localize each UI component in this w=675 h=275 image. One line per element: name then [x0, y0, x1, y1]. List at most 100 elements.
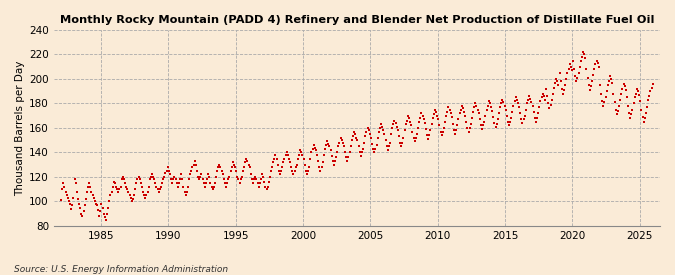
Point	[422, 133, 433, 138]
Point	[253, 185, 264, 189]
Point	[107, 185, 118, 189]
Point	[149, 177, 160, 182]
Point	[570, 74, 580, 79]
Point	[499, 104, 510, 108]
Point	[313, 159, 323, 163]
Point	[576, 55, 587, 59]
Point	[279, 156, 290, 161]
Point	[566, 64, 576, 69]
Point	[647, 82, 658, 86]
Point	[310, 148, 321, 152]
Point	[146, 175, 157, 179]
Point	[466, 122, 477, 127]
Point	[375, 126, 385, 130]
Point	[156, 185, 167, 189]
Point	[452, 123, 463, 128]
Point	[477, 127, 487, 131]
Point	[319, 147, 330, 151]
Point	[616, 91, 626, 96]
Point	[309, 145, 320, 150]
Point	[368, 147, 379, 151]
Point	[277, 165, 288, 169]
Point	[136, 185, 147, 189]
Point	[627, 107, 638, 112]
Point	[512, 101, 523, 106]
Point	[55, 198, 66, 202]
Point	[306, 150, 317, 155]
Point	[629, 95, 640, 100]
Point	[388, 122, 399, 127]
Point	[188, 163, 199, 167]
Point	[58, 181, 69, 185]
Point	[595, 83, 605, 87]
Point	[99, 215, 110, 219]
Point	[271, 156, 282, 161]
Point	[364, 132, 375, 136]
Point	[168, 177, 179, 182]
Point	[95, 209, 106, 213]
Point	[79, 203, 90, 207]
Point	[265, 169, 276, 173]
Point	[128, 197, 138, 201]
Point	[192, 169, 202, 173]
Point	[605, 77, 616, 81]
Point	[163, 169, 174, 173]
Point	[515, 111, 526, 116]
Point	[354, 150, 365, 155]
Point	[207, 187, 218, 191]
Point	[61, 193, 72, 197]
Point	[453, 117, 464, 122]
Point	[568, 58, 578, 63]
Point	[572, 76, 583, 80]
Point	[302, 172, 313, 177]
Point	[109, 181, 120, 185]
Point	[462, 126, 473, 130]
Point	[414, 120, 425, 124]
Point	[387, 126, 398, 130]
Point	[230, 165, 240, 169]
Point	[57, 187, 68, 191]
Point	[165, 172, 176, 177]
Point	[273, 169, 284, 173]
Point	[155, 187, 165, 191]
Point	[232, 175, 243, 179]
Point	[165, 177, 176, 182]
Point	[77, 214, 88, 218]
Point	[615, 98, 626, 102]
Point	[612, 109, 623, 113]
Point	[585, 84, 596, 89]
Point	[236, 177, 246, 182]
Point	[261, 187, 272, 191]
Point	[598, 104, 609, 108]
Point	[284, 156, 294, 161]
Point	[346, 144, 356, 148]
Point	[138, 189, 148, 194]
Point	[628, 101, 639, 106]
Point	[423, 137, 433, 141]
Point	[359, 141, 370, 145]
Point	[441, 114, 452, 118]
Point	[442, 110, 453, 114]
Point	[469, 105, 480, 109]
Point	[233, 177, 244, 182]
Point	[392, 128, 403, 133]
Point	[507, 110, 518, 114]
Point	[75, 205, 86, 210]
Point	[583, 76, 593, 80]
Point	[286, 165, 296, 169]
Point	[426, 122, 437, 127]
Point	[456, 104, 467, 108]
Point	[202, 172, 213, 177]
Point	[385, 132, 396, 136]
Point	[356, 154, 367, 158]
Point	[238, 169, 248, 173]
Point	[551, 77, 562, 81]
Point	[134, 177, 145, 182]
Point	[361, 130, 372, 134]
Point	[481, 107, 492, 112]
Point	[421, 127, 431, 131]
Point	[404, 116, 414, 120]
Point	[196, 172, 207, 177]
Point	[429, 107, 440, 112]
Point	[353, 144, 364, 148]
